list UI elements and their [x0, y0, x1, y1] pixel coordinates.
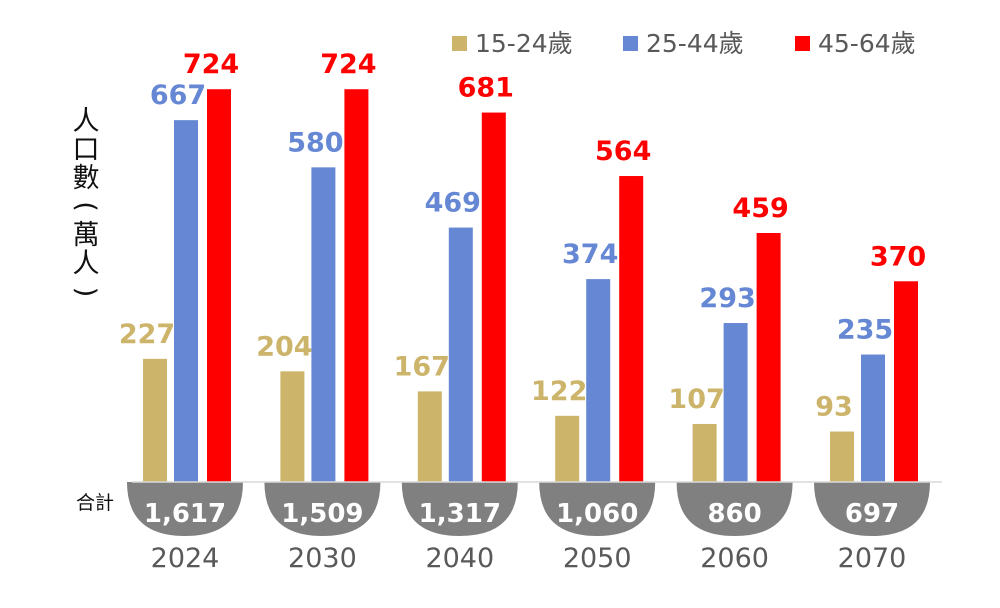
data-label: 681	[458, 73, 514, 104]
x-tick-label: 2050	[563, 543, 632, 574]
total-badge	[264, 482, 381, 536]
data-label: 167	[394, 351, 450, 382]
y-axis-label-char: 萬	[73, 220, 100, 251]
bar	[448, 227, 473, 482]
y-axis-label-char: 數	[73, 163, 100, 194]
total-value: 1,617	[144, 499, 226, 529]
data-label: 122	[531, 376, 587, 407]
x-tick-label: 2030	[288, 543, 357, 574]
data-label: 374	[562, 239, 618, 270]
x-tick-label: 2024	[151, 543, 220, 574]
legend-item: 15-24歲	[452, 29, 573, 58]
legend-item: 25-44歲	[623, 29, 744, 58]
y-axis-label-char: 人	[73, 106, 100, 137]
total-badge	[127, 482, 243, 536]
data-label: 724	[320, 49, 376, 80]
data-label: 93	[815, 392, 853, 423]
data-label: 667	[150, 80, 206, 111]
bar	[861, 354, 885, 482]
legend-swatch	[795, 36, 810, 51]
bar	[723, 323, 748, 482]
data-label: 204	[256, 331, 312, 362]
y-axis-label-char: (	[70, 201, 101, 212]
total-value: 1,060	[556, 499, 638, 529]
bar	[311, 167, 336, 482]
bar	[894, 281, 918, 482]
x-axis-ticks: 2024 2030 2040 2050 2060 2070	[151, 543, 907, 574]
bar	[586, 279, 611, 482]
legend-swatch	[623, 36, 638, 51]
bar	[481, 112, 506, 483]
total-value: 697	[845, 499, 899, 529]
y-axis-label-char: 口	[73, 135, 100, 166]
bar	[207, 89, 231, 482]
x-tick-label: 2070	[838, 543, 907, 574]
x-tick-label: 2060	[700, 543, 769, 574]
total-badge	[539, 482, 656, 536]
legend-label: 25-44歲	[646, 29, 744, 58]
data-label: 580	[287, 127, 343, 158]
data-label: 469	[425, 188, 481, 219]
bar	[280, 371, 305, 482]
total-badge	[676, 482, 793, 536]
total-value: 1,317	[419, 499, 501, 529]
data-label: 293	[699, 283, 755, 314]
legend-item: 45-64歲	[795, 29, 916, 58]
data-label: 564	[595, 136, 651, 167]
total-value: 860	[707, 499, 761, 529]
bars: 2276677242045807241674696811223745641072…	[119, 49, 926, 483]
bar	[344, 89, 369, 482]
bar	[174, 120, 198, 482]
data-label: 235	[837, 315, 893, 346]
data-label: 227	[119, 319, 175, 350]
total-value: 1,509	[281, 499, 363, 529]
bar	[417, 391, 442, 482]
bar	[692, 423, 717, 482]
totals-row: 1,617 1,509 1,317 1,060 860 697	[127, 482, 930, 536]
totals-label: 合計	[76, 492, 114, 514]
legend-label: 45-64歲	[818, 29, 916, 58]
x-tick-label: 2040	[425, 543, 494, 574]
y-axis-label-char: )	[70, 287, 101, 298]
bar	[143, 358, 167, 482]
data-label: 370	[870, 241, 926, 272]
legend-swatch	[452, 36, 467, 51]
bar	[619, 176, 644, 482]
bar	[756, 232, 781, 482]
legend: 15-24歲 25-44歲 45-64歲	[452, 29, 916, 58]
legend-label: 15-24歲	[475, 29, 573, 58]
total-badge	[814, 482, 930, 536]
data-label: 107	[668, 384, 724, 415]
data-label: 724	[183, 49, 239, 80]
y-axis-label: 人口數(萬人)	[70, 106, 101, 297]
data-label: 459	[732, 193, 788, 224]
bar	[830, 431, 854, 482]
bar	[555, 415, 580, 482]
y-axis-label-char: 人	[73, 249, 100, 280]
total-badge	[401, 482, 518, 536]
